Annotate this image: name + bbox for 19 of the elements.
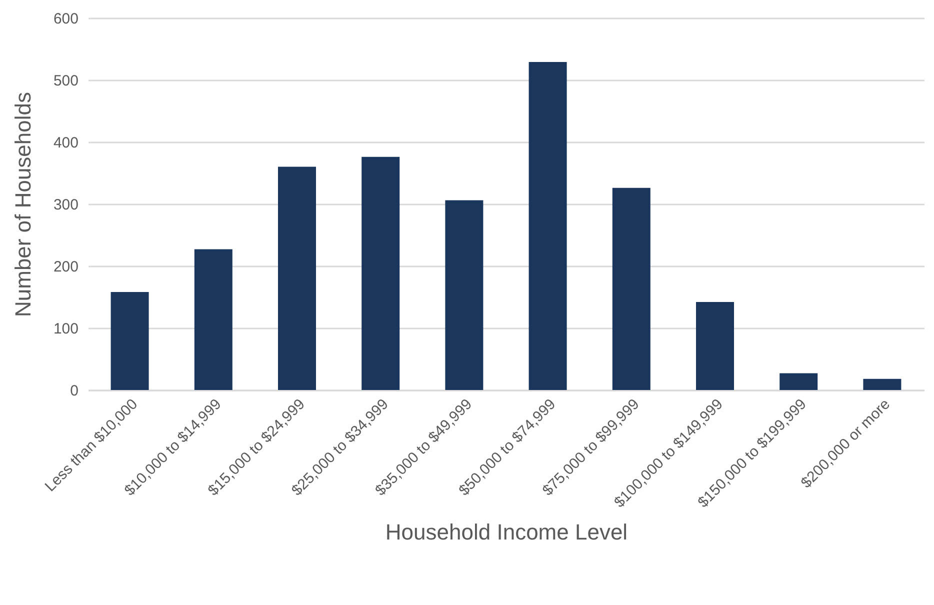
y-tick-label: 500 — [53, 72, 78, 90]
bar — [528, 62, 567, 390]
bar — [278, 166, 316, 390]
y-tick-label: 400 — [53, 134, 78, 152]
bar — [110, 292, 149, 390]
bar — [780, 373, 818, 390]
bar — [362, 156, 400, 390]
y-axis-title: Number of Households — [10, 92, 36, 318]
bar — [696, 302, 734, 390]
bar — [863, 378, 902, 390]
bar — [194, 249, 232, 390]
y-tick-label: 100 — [53, 320, 78, 338]
bar — [445, 200, 484, 390]
y-tick-label: 300 — [53, 196, 78, 214]
x-axis-title: Household Income Level — [385, 519, 628, 544]
y-tick-label: 200 — [53, 258, 78, 276]
bar — [612, 188, 650, 390]
y-tick-label: 600 — [53, 10, 78, 28]
y-tick-label: 0 — [70, 382, 78, 400]
